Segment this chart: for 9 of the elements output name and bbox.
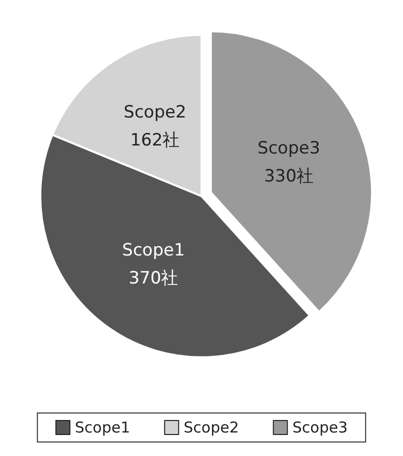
data-label: 330社 <box>264 166 314 186</box>
data-label: 162社 <box>130 130 180 151</box>
data-label: 370社 <box>128 268 178 288</box>
slice-label: Scope2 <box>124 102 186 123</box>
slice-label: Scope3 <box>258 138 320 158</box>
slice-label: Scope1 <box>122 240 185 260</box>
legend-label: Scope2 <box>184 418 239 436</box>
legend-label: Scope3 <box>292 418 348 436</box>
legend-label: Scope1 <box>74 418 130 436</box>
